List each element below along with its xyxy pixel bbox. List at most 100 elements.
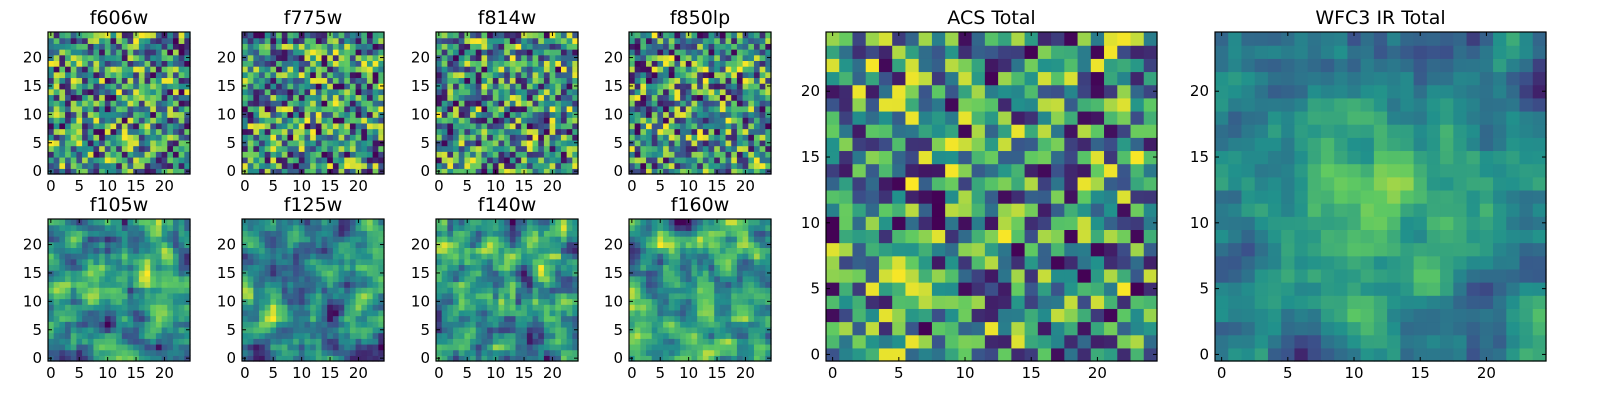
heatmap-cell — [765, 338, 772, 345]
heatmap-cell — [315, 304, 323, 311]
heatmap-cell — [487, 224, 494, 231]
heatmap-cell — [538, 321, 545, 328]
heatmap-cell — [668, 145, 676, 152]
heatmap-cell — [498, 71, 505, 79]
heatmap-cell — [53, 134, 60, 141]
heatmap-cell — [287, 88, 294, 96]
y-tick-label: 5 — [420, 134, 430, 152]
heatmap-cell — [674, 298, 681, 305]
heatmap-cell — [753, 275, 761, 283]
heatmap-cell — [321, 224, 328, 231]
heatmap-cell — [453, 253, 460, 260]
heatmap-cell — [161, 49, 168, 56]
heatmap-cell — [372, 94, 379, 101]
heatmap-cell — [87, 258, 95, 266]
heatmap-cell — [458, 128, 465, 135]
heatmap-cell — [315, 100, 323, 107]
heatmap-cell — [172, 309, 180, 317]
heatmap-cell — [366, 230, 374, 237]
x-tick-label: 0 — [240, 177, 250, 195]
heatmap-cell — [481, 315, 488, 322]
heatmap-cell — [464, 71, 471, 79]
heatmap-cell — [104, 241, 112, 248]
heatmap-cell — [538, 270, 545, 277]
heatmap-cell — [515, 349, 522, 356]
heatmap-cell — [242, 60, 249, 67]
heatmap-cell — [121, 37, 129, 44]
heatmap-cell — [327, 315, 334, 322]
heatmap-cell — [736, 321, 744, 328]
heatmap-cell — [53, 94, 60, 101]
heatmap-cell — [270, 54, 277, 61]
heatmap-cell — [338, 258, 345, 266]
heatmap-cell — [753, 139, 761, 147]
heatmap-cell — [742, 326, 749, 334]
heatmap-cell — [634, 71, 641, 79]
heatmap-cell — [515, 270, 522, 277]
heatmap-cell — [161, 77, 168, 84]
heatmap-cells — [629, 219, 772, 362]
heatmap-cell — [99, 145, 106, 152]
heatmap-cell — [651, 338, 658, 345]
heatmap-cell — [321, 281, 328, 288]
heatmap-cell — [674, 321, 681, 328]
heatmap-cell — [167, 162, 174, 169]
heatmap-cell — [53, 338, 60, 345]
heatmap-cell — [543, 309, 551, 317]
heatmap-cell — [144, 275, 151, 283]
heatmap-cell — [366, 315, 374, 322]
heatmap-cell — [475, 275, 483, 283]
heatmap-cell — [259, 219, 266, 226]
heatmap-cell — [259, 281, 266, 288]
heatmap-cell — [184, 338, 191, 345]
heatmap-cell — [172, 54, 180, 61]
heatmap-cell — [264, 292, 271, 300]
heatmap-cell — [714, 117, 721, 124]
heatmap-cell — [315, 349, 323, 356]
heatmap-cell — [475, 224, 483, 231]
heatmap-cell — [572, 105, 579, 113]
heatmap-cell — [378, 332, 385, 339]
heatmap-cell — [719, 49, 727, 56]
heatmap-cell — [253, 321, 260, 328]
heatmap-cell — [167, 298, 174, 305]
heatmap-cell — [264, 156, 271, 164]
heatmap-cell — [304, 111, 311, 118]
heatmap-cell — [742, 54, 749, 61]
heatmap-cell — [538, 54, 545, 61]
heatmap-cell — [327, 139, 334, 147]
heatmap-cell — [48, 117, 55, 124]
heatmap-cell — [87, 43, 95, 50]
heatmap-cell — [708, 338, 715, 345]
heatmap-cell — [87, 94, 95, 101]
heatmap-cell — [372, 88, 379, 96]
heatmap-cell — [436, 281, 443, 288]
heatmap-cell — [93, 77, 100, 84]
heatmap-cell — [481, 264, 488, 271]
heatmap-cell — [543, 332, 551, 339]
heatmap-cell — [338, 355, 345, 362]
heatmap-cell — [99, 88, 106, 96]
y-tick-label: 10 — [411, 292, 430, 310]
heatmap-cell — [138, 49, 146, 56]
heatmap-cell — [144, 292, 151, 300]
heatmap-cell — [481, 343, 488, 351]
heatmap-cell — [436, 349, 443, 356]
heatmap-cell — [315, 134, 323, 141]
heatmap-cell — [104, 292, 112, 300]
y-tick-label: 10 — [217, 292, 236, 310]
heatmap-cell — [167, 219, 174, 226]
heatmap-cell — [349, 292, 357, 300]
heatmap-cell — [247, 219, 254, 226]
heatmap-cell — [281, 349, 289, 356]
heatmap-cell — [640, 43, 647, 50]
heatmap-cell — [127, 122, 134, 130]
heatmap-cell — [53, 43, 60, 50]
heatmap-cell — [138, 128, 146, 135]
heatmap-cell — [651, 349, 658, 356]
heatmap-cell — [355, 117, 362, 124]
heatmap-cell — [293, 332, 300, 339]
heatmap-cell — [663, 168, 670, 175]
heatmap-cell — [355, 326, 362, 334]
y-tick-label: 20 — [411, 49, 430, 67]
